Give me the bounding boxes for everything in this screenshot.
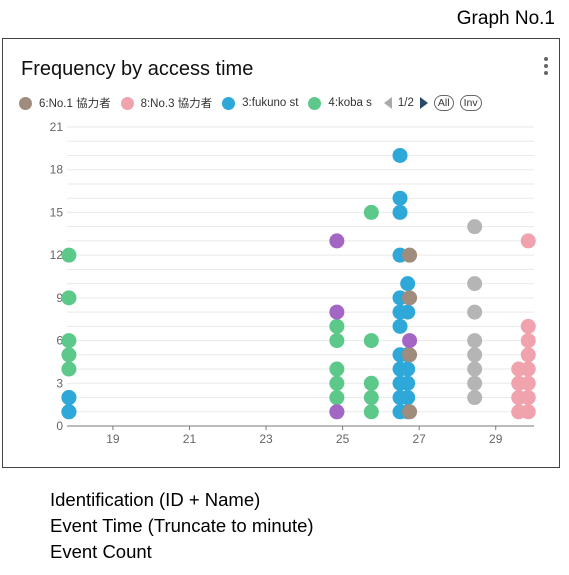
data-point	[329, 233, 345, 249]
data-point	[402, 247, 418, 263]
select-all-button[interactable]: All	[433, 95, 454, 111]
footer-line-event-count: Event Count	[50, 541, 152, 562]
x-tick-label: 25	[336, 432, 350, 446]
legend-label: 8:No.3 協力者	[140, 98, 213, 110]
x-tick-label: 21	[183, 432, 197, 446]
data-point	[61, 333, 77, 349]
legend-item-fukuno[interactable]: 3:fukuno st	[222, 96, 299, 110]
legend-item-koba[interactable]: 4:koba s	[308, 96, 372, 110]
data-point	[329, 404, 345, 420]
y-tick-label: 18	[50, 163, 64, 177]
data-point	[61, 404, 77, 420]
legend-label: 3:fukuno st	[242, 97, 299, 109]
graph-label: Graph No.1	[456, 8, 555, 29]
data-point	[467, 333, 483, 349]
footer-line-identification: Identification (ID + Name)	[50, 489, 261, 510]
data-point	[392, 318, 408, 334]
legend-item-no1[interactable]: 6:No.1 協力者	[19, 95, 111, 111]
data-point	[467, 276, 483, 292]
legend-label: 6:No.1 協力者	[39, 98, 111, 110]
data-point	[467, 219, 483, 235]
data-point	[467, 361, 483, 377]
data-point	[520, 333, 536, 349]
data-point	[329, 361, 345, 377]
data-point	[363, 390, 379, 406]
data-point	[400, 375, 416, 391]
legend-dot	[120, 96, 134, 110]
data-point	[400, 361, 416, 377]
legend-pager: 1/2 All Inv	[383, 95, 482, 111]
legend-label: 4:koba s	[328, 97, 372, 109]
prev-page-icon[interactable]	[383, 97, 392, 109]
data-point	[467, 375, 483, 391]
data-point	[392, 204, 408, 220]
data-point	[61, 247, 77, 263]
x-tick-label: 23	[259, 432, 273, 446]
data-point	[402, 404, 418, 420]
footer-line-event-time: Event Time (Truncate to minute)	[50, 515, 314, 536]
x-tick-label: 19	[106, 432, 120, 446]
data-point	[61, 290, 77, 306]
y-tick-label: 15	[50, 205, 64, 219]
data-point	[329, 318, 345, 334]
data-point	[402, 333, 418, 349]
scatter-chart: 0 3 6 9 12 15 18 21 19 21 23 25 27 29	[50, 120, 536, 446]
y-tick-label: 21	[50, 120, 64, 134]
data-point	[392, 147, 408, 163]
data-point	[363, 375, 379, 391]
data-point	[520, 361, 536, 377]
chart-title: Frequency by access time	[21, 58, 254, 80]
field-description: Identification (ID + Name) Event Time (T…	[50, 487, 314, 565]
y-tick-label: 12	[50, 248, 64, 262]
data-point	[467, 390, 483, 406]
x-tick-label: 27	[412, 432, 426, 446]
data-point	[400, 390, 416, 406]
data-point	[402, 347, 418, 363]
y-tick-label: 9	[56, 291, 63, 305]
data-point	[467, 304, 483, 320]
data-point	[520, 347, 536, 363]
y-tick-label: 0	[56, 419, 63, 433]
data-point	[400, 276, 416, 292]
legend-dot	[308, 96, 322, 110]
more-menu-icon[interactable]	[543, 57, 549, 75]
data-point	[520, 404, 536, 420]
invert-selection-button[interactable]: Inv	[459, 95, 482, 111]
data-point	[61, 361, 77, 377]
data-point	[329, 304, 345, 320]
page-indicator: 1/2	[397, 97, 414, 109]
data-point	[467, 347, 483, 363]
data-point	[61, 347, 77, 363]
data-point	[400, 304, 416, 320]
legend-dot	[19, 96, 32, 110]
data-point	[329, 333, 345, 349]
legend-dot	[222, 96, 236, 110]
data-point	[392, 190, 408, 206]
next-page-icon[interactable]	[419, 97, 428, 109]
data-point	[363, 204, 379, 220]
data-point	[520, 390, 536, 406]
chart-panel: 0 3 6 9 12 15 18 21 19 21 23 25 27 29 Frequency by ac…	[2, 38, 560, 468]
x-tick-label: 29	[489, 432, 503, 446]
legend-item-no3[interactable]: 8:No.3 協力者	[120, 95, 213, 111]
data-point	[363, 333, 379, 349]
y-tick-label: 3	[56, 376, 63, 390]
data-point	[363, 404, 379, 420]
data-point	[329, 375, 345, 391]
data-point	[520, 375, 536, 391]
data-point	[520, 233, 536, 249]
data-point	[520, 318, 536, 334]
data-point	[402, 290, 418, 306]
data-point	[329, 390, 345, 406]
legend: 6:No.1 協力者 8:No.3 協力者 3:fukuno st 4:koba…	[19, 92, 551, 114]
data-point	[61, 390, 77, 406]
y-tick-label: 6	[56, 334, 63, 348]
